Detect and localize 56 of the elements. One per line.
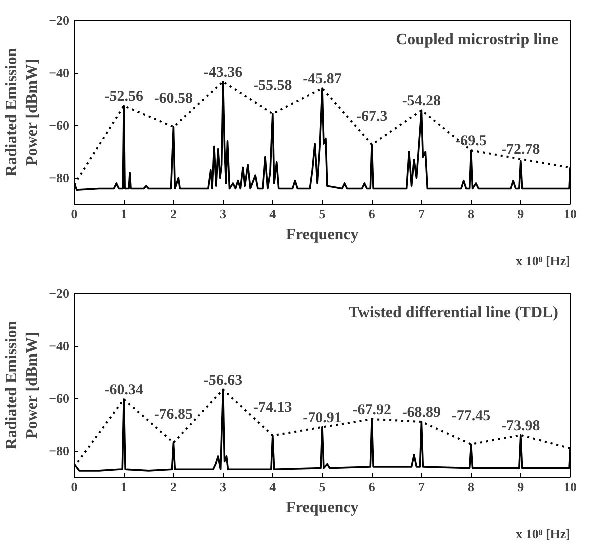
data-label: -69.5 bbox=[456, 134, 487, 150]
x-tick-label: 10 bbox=[564, 206, 577, 222]
x-tick-label: 5 bbox=[319, 206, 326, 222]
x-axis-title: Frequency bbox=[286, 226, 359, 244]
x-tick-label: 4 bbox=[270, 480, 277, 494]
data-label: -76.85 bbox=[154, 406, 194, 423]
y-axis-title: Radiated Emission Power [dBmW] bbox=[4, 48, 42, 177]
y-tick-label: −80 bbox=[49, 170, 70, 186]
x-tick-label: 8 bbox=[468, 480, 476, 494]
x-tick-label: 8 bbox=[468, 206, 476, 222]
y-tick-label: −60 bbox=[49, 118, 70, 134]
data-label: -68.89 bbox=[402, 405, 442, 422]
x-tick-label: 2 bbox=[170, 480, 177, 494]
x-axis-title: Frequency bbox=[286, 500, 359, 516]
data-label: -60.34 bbox=[104, 382, 144, 399]
y-tick-label: −40 bbox=[49, 338, 70, 354]
data-label: -56.63 bbox=[204, 372, 243, 389]
x-tick-label: 7 bbox=[418, 206, 426, 222]
x-tick-label: 9 bbox=[518, 206, 525, 222]
x-tick-label: 0 bbox=[71, 206, 78, 222]
data-label: -54.28 bbox=[402, 94, 442, 110]
y-tick-label: −20 bbox=[49, 286, 70, 301]
data-label: -55.58 bbox=[254, 78, 292, 94]
data-label: -70.91 bbox=[303, 410, 342, 426]
data-label: -77.45 bbox=[452, 408, 491, 425]
x-tick-label: 6 bbox=[368, 206, 376, 222]
data-label: -67.92 bbox=[352, 402, 392, 418]
data-label: -67.3 bbox=[356, 108, 388, 125]
x-tick-label: 9 bbox=[518, 480, 525, 494]
data-label: -72.78 bbox=[502, 142, 540, 158]
data-label: -73.98 bbox=[502, 418, 540, 434]
data-label: -52.56 bbox=[104, 89, 144, 106]
x-tick-label: 1 bbox=[120, 480, 128, 494]
x-tick-label: 2 bbox=[170, 206, 177, 222]
text: x 10⁸ [Hz] bbox=[516, 254, 570, 268]
data-label: -74.13 bbox=[254, 400, 292, 416]
x-tick-label: 10 bbox=[564, 480, 577, 494]
y-tick-label: −20 bbox=[49, 13, 70, 28]
x-tick-label: 3 bbox=[220, 480, 228, 494]
y-tick-label: −40 bbox=[49, 66, 70, 81]
x-tick-label: 6 bbox=[368, 480, 376, 494]
x-tick-label: 3 bbox=[220, 206, 228, 222]
x-tick-label: 4 bbox=[270, 206, 277, 222]
y-tick-label: −80 bbox=[49, 444, 70, 459]
x-tick-label: 0 bbox=[71, 480, 78, 494]
y-axis-title: Radiated Emission Power [dBmW] bbox=[4, 321, 42, 450]
x-tick-label: 5 bbox=[319, 480, 326, 494]
x-tick-label: 1 bbox=[120, 206, 128, 222]
y-tick-label: −60 bbox=[49, 391, 70, 406]
x-tick-label: 7 bbox=[418, 480, 426, 494]
data-label: -43.36 bbox=[204, 64, 244, 81]
text: x 10⁸ [Hz] bbox=[516, 526, 570, 542]
text: Coupled microstrip line bbox=[396, 32, 558, 48]
text: Twisted differential line (TDL) bbox=[348, 304, 559, 322]
data-label: -60.58 bbox=[154, 91, 194, 108]
data-label: -45.87 bbox=[303, 72, 342, 88]
